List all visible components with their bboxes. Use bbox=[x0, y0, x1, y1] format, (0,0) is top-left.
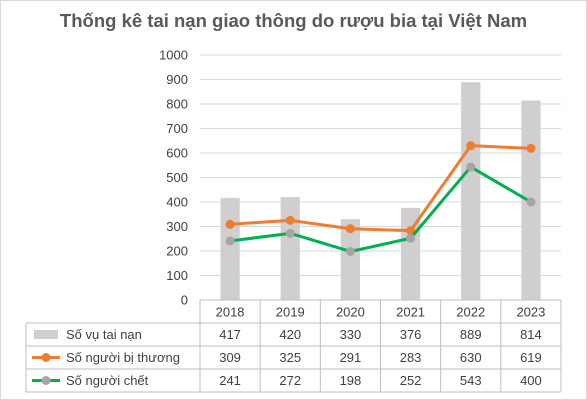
chart-title: Thống kê tai nạn giao thông do rượu bia … bbox=[59, 10, 528, 31]
bar bbox=[280, 197, 300, 300]
data-label: 291 bbox=[340, 350, 362, 365]
legend-key-marker bbox=[41, 376, 51, 385]
data-point bbox=[345, 224, 355, 234]
y-tick-label: 100 bbox=[166, 268, 188, 283]
y-tick-label: 900 bbox=[166, 72, 188, 87]
series-line bbox=[229, 144, 531, 233]
y-tick-label: 800 bbox=[166, 97, 188, 112]
bar bbox=[461, 82, 481, 300]
x-tick-label: 2022 bbox=[456, 305, 485, 320]
data-label: 309 bbox=[219, 350, 241, 365]
data-point bbox=[285, 215, 295, 225]
data-point bbox=[526, 143, 536, 153]
x-tick-label: 2020 bbox=[336, 305, 365, 320]
data-label: 376 bbox=[400, 327, 422, 342]
x-tick-label: 2018 bbox=[216, 305, 245, 320]
data-label: 417 bbox=[219, 327, 241, 342]
data-label: 420 bbox=[279, 327, 301, 342]
y-tick-label: 0 bbox=[181, 293, 188, 308]
data-point bbox=[225, 236, 235, 246]
data-point bbox=[285, 228, 295, 238]
data-label: 283 bbox=[400, 350, 422, 365]
data-point bbox=[406, 233, 416, 243]
x-tick-label: 2021 bbox=[396, 305, 425, 320]
bar bbox=[220, 197, 240, 300]
bar bbox=[340, 219, 361, 300]
data-label: 630 bbox=[460, 350, 482, 365]
data-label: 325 bbox=[279, 350, 301, 365]
data-label: 241 bbox=[219, 373, 241, 388]
data-label: 543 bbox=[460, 373, 482, 388]
data-point bbox=[526, 197, 536, 207]
y-tick-label: 300 bbox=[166, 219, 188, 234]
x-tick-label: 2023 bbox=[516, 305, 545, 320]
data-point bbox=[466, 162, 476, 172]
data-label: 889 bbox=[460, 327, 482, 342]
data-point bbox=[466, 141, 476, 151]
legend-label: Số người bị thương bbox=[66, 350, 180, 365]
data-label: 272 bbox=[279, 373, 301, 388]
x-tick-label: 2019 bbox=[276, 305, 305, 320]
y-tick-label: 500 bbox=[166, 170, 188, 185]
y-tick-label: 200 bbox=[166, 244, 188, 259]
data-point bbox=[225, 219, 235, 229]
data-label: 330 bbox=[340, 327, 362, 342]
data-label: 814 bbox=[520, 327, 542, 342]
data-point bbox=[406, 226, 416, 236]
legend-key bbox=[34, 330, 58, 339]
y-tick-label: 1000 bbox=[159, 48, 188, 63]
data-label: 198 bbox=[340, 373, 362, 388]
y-tick-label: 600 bbox=[166, 146, 188, 161]
legend-label: Số người chết bbox=[66, 373, 149, 388]
data-label: 252 bbox=[400, 373, 422, 388]
data-label: 619 bbox=[520, 350, 542, 365]
y-tick-label: 400 bbox=[166, 195, 188, 210]
series-line bbox=[229, 165, 532, 253]
data-label: 400 bbox=[520, 373, 542, 388]
legend-key-marker bbox=[41, 353, 51, 362]
y-tick-label: 700 bbox=[166, 121, 188, 136]
data-point bbox=[345, 246, 355, 256]
legend-label: Số vụ tai nạn bbox=[66, 327, 142, 342]
